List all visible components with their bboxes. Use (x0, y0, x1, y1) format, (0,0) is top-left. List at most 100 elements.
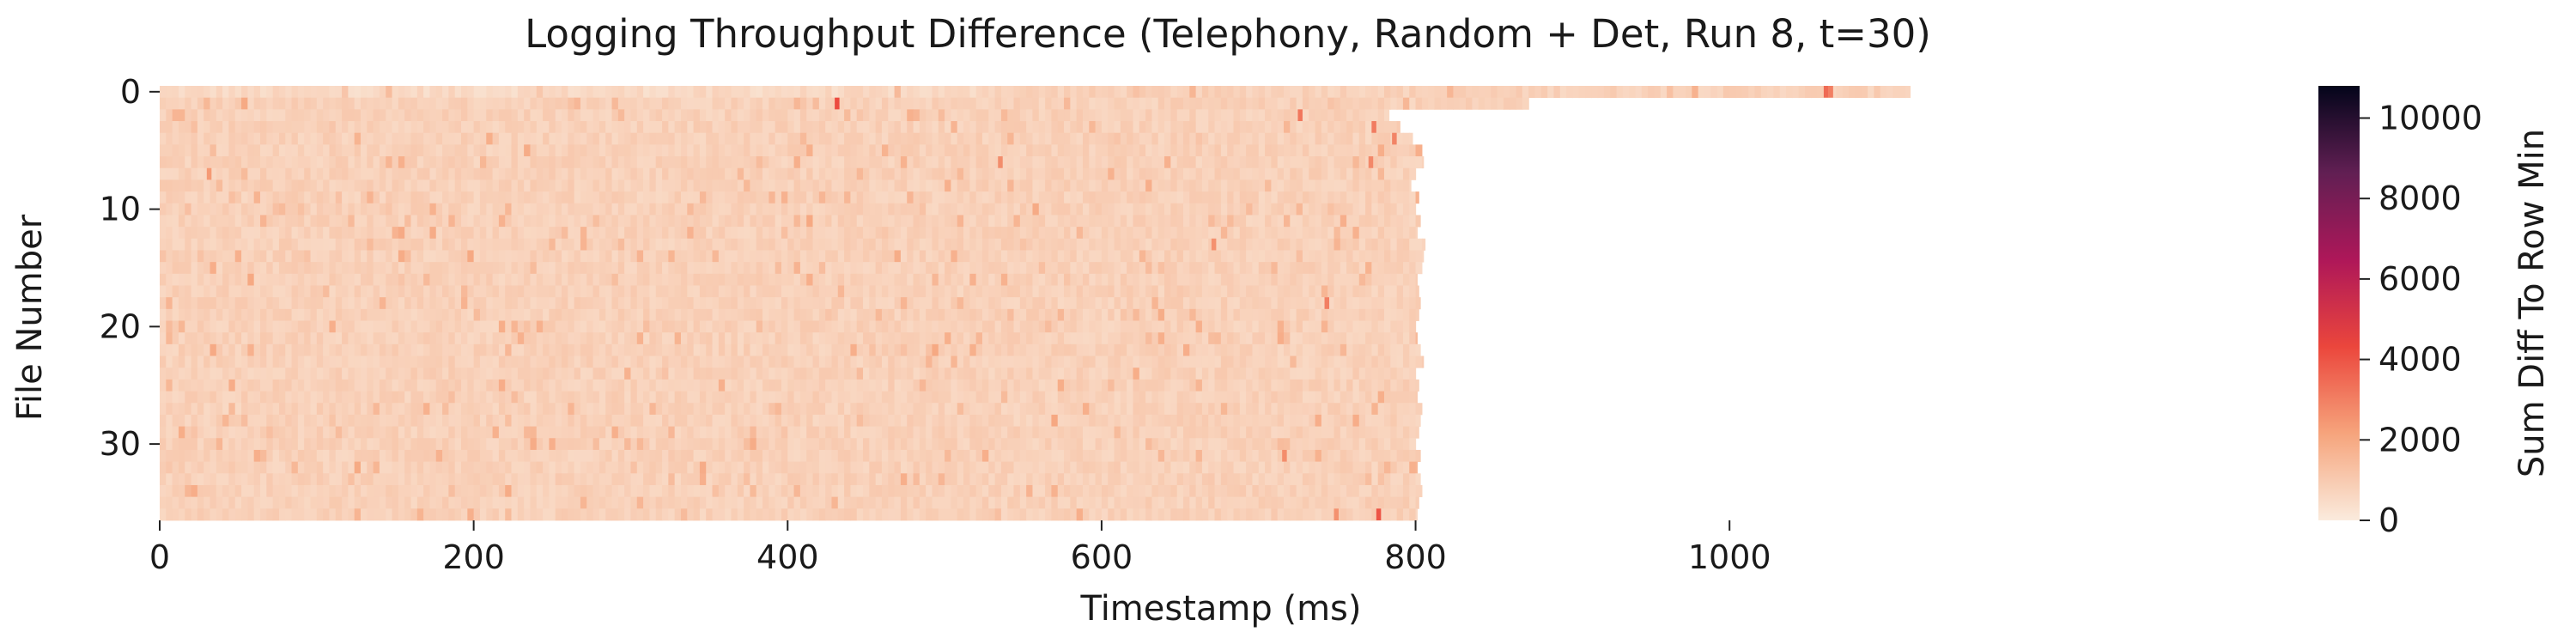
heatmap-cell (1239, 156, 1247, 169)
heatmap-cell (957, 343, 964, 356)
heatmap-cell (1151, 203, 1159, 216)
heatmap-cell (869, 262, 877, 275)
heatmap-cell (1396, 144, 1404, 157)
heatmap-cell (926, 250, 933, 263)
heatmap-cell (568, 156, 575, 169)
heatmap-cell (586, 215, 594, 228)
heatmap-cell (706, 109, 714, 122)
heatmap-cell (278, 215, 286, 228)
heatmap-cell (1157, 332, 1165, 345)
heatmap-cell (342, 203, 349, 216)
heatmap-cell (598, 227, 606, 240)
heatmap-cell (505, 308, 513, 321)
heatmap-cell (1227, 167, 1235, 180)
heatmap-cell (511, 156, 519, 169)
heatmap-cell (762, 132, 769, 145)
heatmap-cell (1182, 285, 1190, 298)
heatmap-cell (699, 355, 707, 368)
heatmap-cell (1296, 144, 1303, 157)
heatmap-cell (1145, 167, 1153, 180)
heatmap-cell (932, 308, 939, 321)
heatmap-cell (775, 297, 782, 310)
heatmap-cell (856, 109, 864, 122)
heatmap-cell (963, 262, 970, 275)
heatmap-cell (799, 227, 807, 240)
heatmap-cell (1804, 86, 1812, 99)
heatmap-cell (975, 215, 983, 228)
heatmap-cell (1233, 343, 1241, 356)
heatmap-cell (1019, 297, 1027, 310)
heatmap-cell (1189, 121, 1197, 134)
heatmap-cell (367, 343, 374, 356)
heatmap-cell (744, 285, 750, 298)
heatmap-cell (938, 215, 945, 228)
heatmap-cell (731, 262, 738, 275)
heatmap-cell (342, 97, 349, 110)
heatmap-cell (1000, 227, 1008, 240)
heatmap-cell (744, 215, 750, 228)
heatmap-cell (404, 297, 412, 310)
heatmap-cells (160, 86, 1911, 521)
heatmap-cell (373, 167, 380, 180)
heatmap-cell (938, 262, 945, 275)
heatmap-cell (272, 238, 280, 251)
heatmap-cell (386, 297, 393, 310)
heatmap-cell (1265, 144, 1272, 157)
heatmap-cell (769, 144, 776, 157)
heatmap-cell (398, 203, 405, 216)
heatmap-cell (1164, 250, 1171, 263)
heatmap-cell (266, 355, 274, 368)
heatmap-cell (1127, 144, 1134, 157)
heatmap-row (160, 121, 1400, 134)
heatmap-cell (379, 297, 386, 310)
heatmap-cell (731, 343, 738, 356)
heatmap-cell (919, 179, 927, 192)
heatmap-cell (435, 262, 443, 275)
heatmap-cell (335, 343, 343, 356)
heatmap-cell (216, 156, 223, 169)
heatmap-cell (234, 97, 242, 110)
heatmap-cell (1151, 132, 1159, 145)
heatmap-cell (1208, 355, 1216, 368)
heatmap-cell (166, 297, 173, 310)
heatmap-cell (505, 297, 513, 310)
heatmap-cell (1145, 179, 1153, 192)
heatmap-cell (888, 250, 896, 263)
heatmap-cell (1164, 97, 1171, 110)
heatmap-cell (185, 320, 192, 333)
heatmap-cell (1189, 343, 1197, 356)
heatmap-cell (1133, 238, 1140, 251)
heatmap-cell (1346, 109, 1354, 122)
heatmap-cell (1214, 273, 1222, 286)
heatmap-cell (1415, 297, 1421, 310)
heatmap-cell (969, 121, 977, 134)
heatmap-cell (1271, 262, 1279, 275)
heatmap-cell (1032, 121, 1040, 134)
heatmap-cell (222, 355, 230, 368)
heatmap-cell (386, 132, 393, 145)
heatmap-cell (818, 215, 826, 228)
heatmap-cell (1327, 262, 1335, 275)
heatmap-cell (410, 191, 418, 204)
heatmap-cell (1390, 250, 1398, 263)
heatmap-cell (536, 156, 544, 169)
heatmap-cell (737, 273, 744, 286)
heatmap-cell (1315, 121, 1322, 134)
heatmap-cell (530, 86, 538, 99)
heatmap-cell (247, 121, 255, 134)
heatmap-cell (1233, 132, 1241, 145)
heatmap-cell (398, 262, 405, 275)
heatmap-cell (1032, 203, 1040, 216)
heatmap-cell (266, 273, 274, 286)
heatmap-cell (1145, 191, 1153, 204)
heatmap-cell (172, 109, 179, 122)
heatmap-cell (1271, 273, 1279, 286)
heatmap-cell (1157, 297, 1165, 310)
heatmap-cell (404, 156, 412, 169)
heatmap-cell (1290, 297, 1297, 310)
heatmap-cell (1327, 227, 1335, 240)
heatmap-cell (1390, 273, 1398, 286)
heatmap-cell (1252, 308, 1260, 321)
heatmap-cell (1133, 167, 1140, 180)
heatmap-cell (517, 167, 525, 180)
